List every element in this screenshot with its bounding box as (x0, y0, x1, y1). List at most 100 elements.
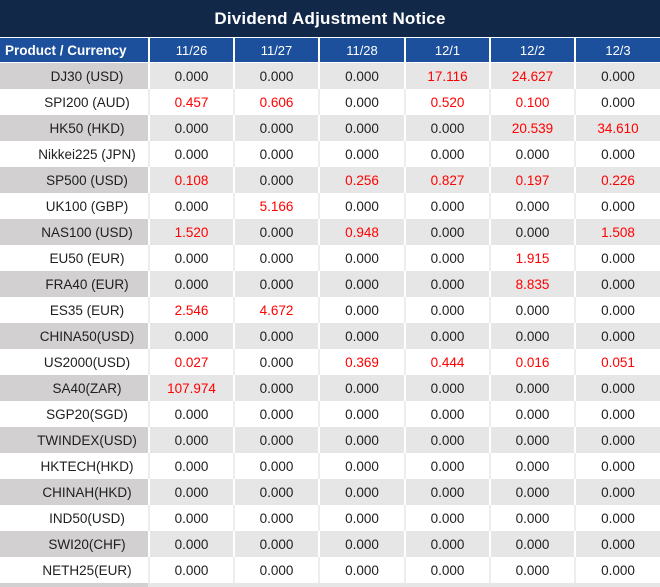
value-cell: 0.000 (233, 505, 318, 531)
value-cell: 0.000 (318, 193, 404, 219)
value-cell: 0.000 (574, 427, 660, 453)
value-cell: 0.000 (148, 245, 233, 271)
value-cell: 0.000 (148, 479, 233, 505)
value-cell: 0.000 (489, 375, 574, 401)
value-cell: 0.000 (489, 479, 574, 505)
value-cell: 0.000 (318, 453, 404, 479)
value-cell: 0.000 (574, 557, 660, 583)
header-row: Product / Currency 11/26 11/27 11/28 12/1 12/… (0, 38, 660, 63)
product-cell: DJ30 (USD) (0, 63, 148, 89)
value-cell: 8.835 (489, 271, 574, 297)
table-row: ES35 (EUR) 2.546 4.672 0.000 0.000 0.000 0.000 (0, 297, 660, 323)
value-cell: 0.000 (574, 531, 660, 557)
value-cell: 0.000 (233, 557, 318, 583)
value-cell: 0.000 (318, 375, 404, 401)
value-cell: 0.000 (489, 141, 574, 167)
product-cell: IND50(USD) (0, 505, 148, 531)
product-cell: ES35 (EUR) (0, 297, 148, 323)
value-cell: 0.000 (318, 427, 404, 453)
value-cell: 0.000 (404, 271, 489, 297)
value-cell: 0.457 (148, 89, 233, 115)
value-cell: 0.000 (233, 323, 318, 349)
value-cell: 0.369 (318, 349, 404, 375)
product-cell: NAS100 (USD) (0, 219, 148, 245)
value-cell: 0.000 (574, 505, 660, 531)
value-cell: 0.000 (148, 505, 233, 531)
table-row: SWI20(CHF) 0.000 0.000 0.000 0.000 0.000 0.000 (0, 531, 660, 557)
value-cell: 0.197 (489, 167, 574, 193)
value-cell: 0.000 (574, 193, 660, 219)
value-cell: 0.000 (233, 167, 318, 193)
value-cell: 20.539 (489, 115, 574, 141)
value-cell: 0.000 (148, 557, 233, 583)
value-cell: 0.051 (574, 349, 660, 375)
bottom-row-partial-data (148, 583, 660, 587)
column-header-date: 11/26 (148, 38, 233, 63)
value-cell: 0.000 (404, 453, 489, 479)
page-title: Dividend Adjustment Notice (214, 8, 446, 28)
value-cell: 0.000 (574, 297, 660, 323)
value-cell: 17.116 (404, 63, 489, 89)
value-cell: 0.000 (318, 401, 404, 427)
value-cell: 0.000 (404, 401, 489, 427)
value-cell: 0.000 (489, 219, 574, 245)
value-cell: 0.000 (574, 323, 660, 349)
value-cell: 0.000 (404, 427, 489, 453)
value-cell: 0.000 (489, 193, 574, 219)
table-row: SA40(ZAR) 107.974 0.000 0.000 0.000 0.000 0.00… (0, 375, 660, 401)
value-cell: 0.000 (233, 531, 318, 557)
value-cell: 0.000 (404, 141, 489, 167)
table-row: Nikkei225 (JPN) 0.000 0.000 0.000 0.000 0.000… (0, 141, 660, 167)
value-cell: 0.000 (489, 427, 574, 453)
value-cell: 0.000 (233, 349, 318, 375)
table-body: DJ30 (USD) 0.000 0.000 0.000 17.116 24.627 0.0… (0, 63, 660, 583)
product-cell: SP500 (USD) (0, 167, 148, 193)
value-cell: 0.000 (489, 297, 574, 323)
value-cell: 0.000 (318, 531, 404, 557)
value-cell: 0.000 (489, 531, 574, 557)
table-row: SP500 (USD) 0.108 0.000 0.256 0.827 0.197 0.22… (0, 167, 660, 193)
value-cell: 0.000 (318, 557, 404, 583)
column-header-date: 12/3 (574, 38, 660, 63)
value-cell: 0.000 (574, 141, 660, 167)
value-cell: 0.000 (404, 193, 489, 219)
column-header-date: 11/27 (233, 38, 318, 63)
value-cell: 0.000 (148, 453, 233, 479)
value-cell: 0.000 (318, 323, 404, 349)
value-cell: 0.948 (318, 219, 404, 245)
value-cell: 0.000 (404, 375, 489, 401)
value-cell: 2.546 (148, 297, 233, 323)
product-cell: NETH25(EUR) (0, 557, 148, 583)
value-cell: 1.508 (574, 219, 660, 245)
value-cell: 0.000 (148, 271, 233, 297)
value-cell: 0.000 (574, 453, 660, 479)
value-cell: 0.000 (148, 193, 233, 219)
table-row: DJ30 (USD) 0.000 0.000 0.000 17.116 24.627 0.0… (0, 63, 660, 89)
value-cell: 0.256 (318, 167, 404, 193)
value-cell: 0.606 (233, 89, 318, 115)
value-cell: 0.000 (574, 63, 660, 89)
value-cell: 0.000 (404, 557, 489, 583)
value-cell: 0.000 (574, 479, 660, 505)
column-header-date: 12/1 (404, 38, 489, 63)
product-cell: US2000(USD) (0, 349, 148, 375)
value-cell: 0.000 (318, 505, 404, 531)
value-cell: 107.974 (148, 375, 233, 401)
value-cell: 0.000 (233, 453, 318, 479)
product-cell: CHINA50(USD) (0, 323, 148, 349)
product-cell: SPI200 (AUD) (0, 89, 148, 115)
value-cell: 0.000 (404, 245, 489, 271)
value-cell: 0.000 (318, 271, 404, 297)
value-cell: 0.000 (233, 141, 318, 167)
value-cell: 0.000 (148, 427, 233, 453)
value-cell: 0.000 (148, 323, 233, 349)
value-cell: 0.827 (404, 167, 489, 193)
value-cell: 0.000 (318, 245, 404, 271)
value-cell: 34.610 (574, 115, 660, 141)
value-cell: 0.000 (404, 479, 489, 505)
value-cell: 0.000 (148, 401, 233, 427)
value-cell: 4.672 (233, 297, 318, 323)
value-cell: 1.915 (489, 245, 574, 271)
product-cell: SGP20(SGD) (0, 401, 148, 427)
value-cell: 0.000 (233, 219, 318, 245)
